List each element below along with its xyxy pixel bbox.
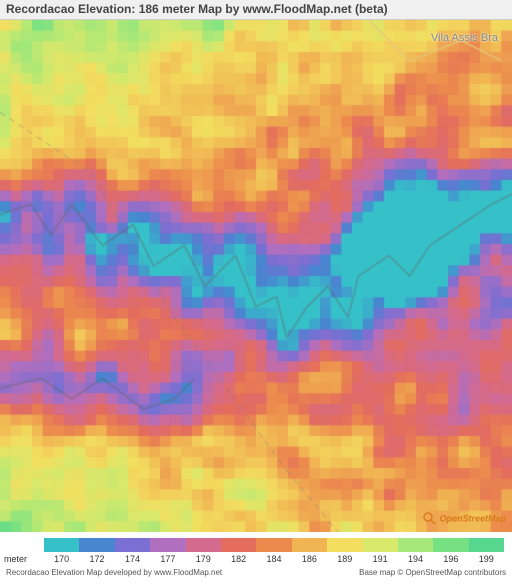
scale-segment [256,538,291,552]
color-scale-bar [44,538,504,552]
scale-segment [469,538,504,552]
scale-segment [150,538,185,552]
scale-tick: 174 [125,554,140,564]
scale-tick: 199 [479,554,494,564]
page-title: Recordacao Elevation: 186 meter Map by w… [0,0,512,20]
scale-segment [363,538,398,552]
scale-segment [221,538,256,552]
scale-segment [398,538,433,552]
title-text: Recordacao Elevation: 186 meter Map by w… [6,2,388,16]
legend-footer: meter 170 172 174 177 179 182 184 186 189 191 194 1… [0,538,512,588]
scale-tick: 182 [231,554,246,564]
credit-left: Recordacao Elevation Map developed by ww… [6,568,222,577]
credits-row: Recordacao Elevation Map developed by ww… [0,566,512,577]
scale-segment [44,538,79,552]
scale-segment [186,538,221,552]
scale-segment [292,538,327,552]
scale-tick: 189 [337,554,352,564]
magnifier-icon [423,512,437,526]
color-scale-labels: meter 170 172 174 177 179 182 184 186 189 191 194 1… [0,554,512,566]
scale-segment [327,538,362,552]
scale-tick: 177 [160,554,175,564]
scale-tick: 184 [266,554,281,564]
scale-segment [433,538,468,552]
logo-text: OpenStreetMap [439,513,506,523]
osm-logo: OpenStreetMap [423,512,506,526]
scale-segment [115,538,150,552]
credit-right: Base map © OpenStreetMap contributors [359,568,506,577]
city-label: Vila Assis Bra [431,32,498,44]
scale-tick: 186 [302,554,317,564]
scale-tick: 172 [90,554,105,564]
elevation-map: Vila Assis Bra OpenStreetMap [0,20,512,532]
scale-unit: meter [4,554,27,564]
scale-tick: 196 [443,554,458,564]
scale-segment [79,538,114,552]
scale-tick: 170 [54,554,69,564]
heatmap-canvas [0,20,512,532]
scale-tick: 194 [408,554,423,564]
scale-tick: 191 [373,554,388,564]
scale-tick: 179 [196,554,211,564]
